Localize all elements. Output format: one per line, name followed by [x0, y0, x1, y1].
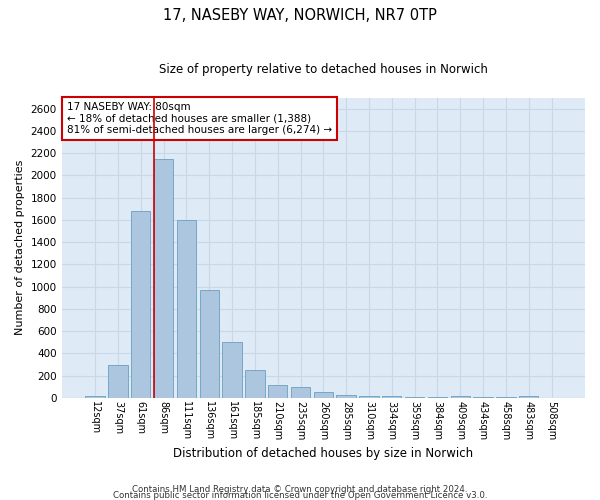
Bar	[108, 364, 128, 398]
Text: 17 NASEBY WAY: 80sqm
← 18% of detached houses are smaller (1,388)
81% of semi-de: 17 NASEBY WAY: 80sqm ← 18% of detached h…	[67, 102, 332, 135]
Bar	[131, 211, 151, 398]
X-axis label: Distribution of detached houses by size in Norwich: Distribution of detached houses by size …	[173, 447, 473, 460]
Bar	[268, 384, 287, 398]
Bar	[337, 394, 356, 398]
Bar	[519, 396, 538, 398]
Title: Size of property relative to detached houses in Norwich: Size of property relative to detached ho…	[159, 62, 488, 76]
Bar	[223, 342, 242, 398]
Bar	[85, 396, 105, 398]
Bar	[405, 397, 424, 398]
Bar	[177, 220, 196, 398]
Y-axis label: Number of detached properties: Number of detached properties	[15, 160, 25, 336]
Bar	[451, 396, 470, 398]
Bar	[291, 387, 310, 398]
Bar	[314, 392, 333, 398]
Bar	[382, 396, 401, 398]
Text: Contains HM Land Registry data © Crown copyright and database right 2024.: Contains HM Land Registry data © Crown c…	[132, 484, 468, 494]
Bar	[245, 370, 265, 398]
Bar	[359, 396, 379, 398]
Bar	[200, 290, 219, 398]
Text: 17, NASEBY WAY, NORWICH, NR7 0TP: 17, NASEBY WAY, NORWICH, NR7 0TP	[163, 8, 437, 22]
Text: Contains public sector information licensed under the Open Government Licence v3: Contains public sector information licen…	[113, 490, 487, 500]
Bar	[154, 158, 173, 398]
